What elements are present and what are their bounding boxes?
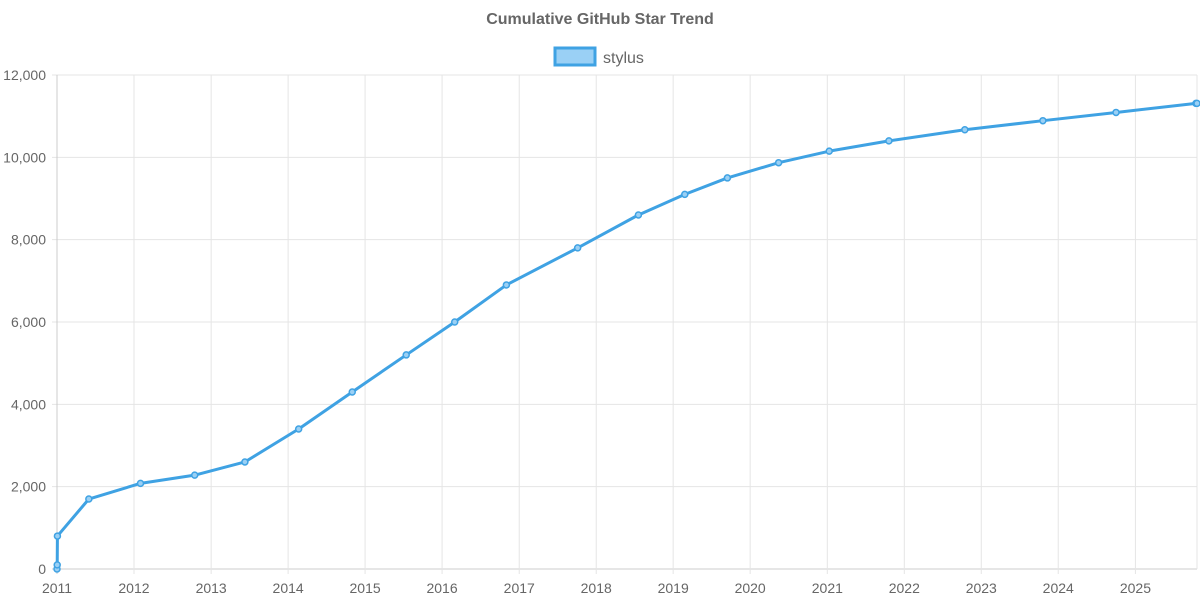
data-point[interactable]: [825, 147, 833, 155]
data-point[interactable]: [502, 281, 511, 289]
data-point[interactable]: [681, 190, 689, 199]
data-point[interactable]: [402, 351, 410, 359]
x-tick-label: 2014: [273, 580, 304, 596]
series-line-stylus: [55, 101, 1199, 571]
data-point[interactable]: [190, 471, 199, 479]
data-point[interactable]: [885, 137, 893, 145]
x-tick-label: 2012: [118, 580, 149, 596]
series-layer: [53, 99, 1200, 573]
x-tick-label: 2018: [581, 580, 612, 596]
legend-swatch[interactable]: [553, 46, 597, 67]
data-point[interactable]: [85, 495, 93, 503]
chart-title: Cumulative GitHub Star Trend: [486, 11, 714, 28]
y-tick-label: 10,000: [3, 149, 46, 165]
data-point[interactable]: [53, 532, 62, 540]
x-tick-label: 2023: [966, 580, 997, 596]
x-tick-label: 2025: [1120, 580, 1151, 596]
x-tick-label: 2011: [42, 580, 72, 596]
y-tick-label: 4,000: [11, 396, 46, 412]
y-tick-label: 0: [38, 561, 46, 577]
y-tick-label: 8,000: [11, 232, 46, 248]
x-tick-label: 2017: [504, 580, 535, 596]
data-point[interactable]: [1039, 116, 1047, 125]
data-point[interactable]: [294, 425, 303, 433]
x-tick-label: 2021: [812, 580, 843, 596]
grid: [52, 74, 1198, 574]
data-point[interactable]: [53, 561, 61, 569]
y-axis-ticks: 0 2,000 4,000 6,000 8,000 10,000 12,000: [3, 67, 46, 577]
data-point[interactable]: [634, 211, 643, 219]
data-point[interactable]: [348, 388, 356, 396]
data-point[interactable]: [573, 244, 582, 252]
data-point[interactable]: [1193, 99, 1200, 108]
data-point[interactable]: [241, 458, 249, 466]
legend-label-stylus[interactable]: stylus: [603, 50, 644, 67]
data-point[interactable]: [450, 318, 459, 326]
x-tick-label: 2022: [889, 580, 920, 596]
x-axis-ticks: 2011 2012 2013 2014 2015 2016 2017 2018 2019 2020…: [42, 580, 1151, 596]
x-tick-label: 2016: [426, 580, 457, 596]
x-tick-label: 2024: [1043, 580, 1074, 596]
data-point[interactable]: [774, 158, 783, 167]
y-tick-label: 6,000: [11, 314, 46, 330]
x-tick-label: 2020: [735, 580, 766, 596]
y-tick-label: 12,000: [3, 67, 46, 83]
data-point[interactable]: [961, 126, 969, 134]
x-tick-label: 2013: [196, 580, 227, 596]
x-tick-label: 2019: [658, 580, 689, 596]
legend[interactable]: stylus: [553, 46, 644, 67]
y-tick-label: 2,000: [11, 479, 46, 495]
x-tick-label: 2015: [350, 580, 381, 596]
data-point[interactable]: [723, 174, 732, 182]
data-point[interactable]: [136, 479, 145, 488]
data-point[interactable]: [1112, 108, 1120, 117]
